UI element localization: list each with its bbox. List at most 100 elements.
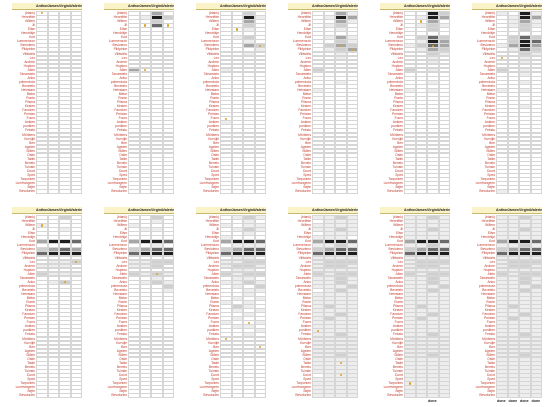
row-label: purdken xyxy=(23,124,35,129)
column-header-james[interactable]: James xyxy=(231,3,243,10)
column-header-anthony[interactable]: Anthony xyxy=(312,3,327,10)
column-header-virginia[interactable]: Virginia xyxy=(427,3,441,10)
grid-cell[interactable] xyxy=(404,189,416,194)
column-header-valerie[interactable]: Valerie xyxy=(530,3,543,10)
column-header-james[interactable]: James xyxy=(47,207,59,214)
column-header-james[interactable]: James xyxy=(415,3,427,10)
column-header-anthony[interactable]: Anthony xyxy=(36,3,51,10)
grid-cell[interactable] xyxy=(346,189,358,194)
grid-cell[interactable] xyxy=(36,393,48,398)
grid-cell[interactable] xyxy=(530,189,542,194)
grid-cell[interactable] xyxy=(496,393,508,398)
column-header-anthony[interactable]: Anthony xyxy=(496,207,511,214)
column-header-virginia[interactable]: Virginia xyxy=(59,3,73,10)
grid-cell[interactable] xyxy=(128,189,140,194)
column-header-valerie[interactable]: Valerie xyxy=(70,3,83,10)
column-header-virginia[interactable]: Virginia xyxy=(243,207,257,214)
grid-cell[interactable] xyxy=(519,393,531,398)
column-header-valerie[interactable]: Valerie xyxy=(438,3,451,10)
grid-cell[interactable] xyxy=(530,393,542,398)
header-corner xyxy=(104,3,128,10)
column-header-virginia[interactable]: Virginia xyxy=(59,207,73,214)
grid-cell[interactable] xyxy=(335,189,347,194)
column-header-anthony[interactable]: Anthony xyxy=(220,207,235,214)
column-header-valerie[interactable]: Valerie xyxy=(254,207,267,214)
column-header-valerie[interactable]: Valerie xyxy=(346,207,359,214)
grid-cell[interactable] xyxy=(427,393,439,398)
column-header-virginia[interactable]: Virginia xyxy=(335,3,349,10)
column-header-valerie[interactable]: Valerie xyxy=(438,207,451,214)
grid-cell[interactable] xyxy=(70,393,82,398)
column-header-anthony[interactable]: Anthony xyxy=(36,207,51,214)
grid-cell[interactable] xyxy=(59,189,71,194)
grid-cell[interactable] xyxy=(243,393,255,398)
column-header-james[interactable]: James xyxy=(231,207,243,214)
column-header-valerie[interactable]: Valerie xyxy=(346,3,359,10)
grid-cell[interactable] xyxy=(438,393,450,398)
header-corner xyxy=(472,3,496,10)
column-header-valerie[interactable]: Valerie xyxy=(254,3,267,10)
grid-cell[interactable] xyxy=(231,189,243,194)
grid-cell[interactable] xyxy=(59,393,71,398)
grid-cell[interactable] xyxy=(335,393,347,398)
column-header-james[interactable]: James xyxy=(323,207,335,214)
grid-cell[interactable] xyxy=(70,189,82,194)
column-header-james[interactable]: James xyxy=(323,3,335,10)
column-header-virginia[interactable]: Virginia xyxy=(519,207,533,214)
column-header-james[interactable]: James xyxy=(139,207,151,214)
column-header-virginia[interactable]: Virginia xyxy=(243,3,257,10)
grid-cell[interactable] xyxy=(151,189,163,194)
grid-cell[interactable] xyxy=(151,393,163,398)
grid-cell[interactable] xyxy=(162,189,174,194)
grid-cell[interactable] xyxy=(312,393,324,398)
grid-cell[interactable] xyxy=(415,189,427,194)
grid-cell[interactable] xyxy=(254,189,266,194)
grid-cell[interactable] xyxy=(128,393,140,398)
column-header-virginia[interactable]: Virginia xyxy=(335,207,349,214)
column-header-james[interactable]: James xyxy=(47,3,59,10)
grid-cell[interactable] xyxy=(139,189,151,194)
grid-cell[interactable] xyxy=(346,393,358,398)
grid-cell[interactable] xyxy=(323,393,335,398)
column-header-virginia[interactable]: Virginia xyxy=(427,207,441,214)
grid-cell[interactable] xyxy=(312,189,324,194)
grid-cell[interactable] xyxy=(254,393,266,398)
column-header-anthony[interactable]: Anthony xyxy=(404,207,419,214)
column-header-james[interactable]: James xyxy=(507,3,519,10)
column-header-virginia[interactable]: Virginia xyxy=(519,3,533,10)
column-header-anthony[interactable]: Anthony xyxy=(496,3,511,10)
grid-cell[interactable] xyxy=(220,189,232,194)
column-header-anthony[interactable]: Anthony xyxy=(404,3,419,10)
grid-cell[interactable] xyxy=(139,393,151,398)
column-header-anthony[interactable]: Anthony xyxy=(220,3,235,10)
grid-cell[interactable] xyxy=(36,189,48,194)
column-header-anthony[interactable]: Anthony xyxy=(312,207,327,214)
grid-cell[interactable] xyxy=(427,189,439,194)
grid-cell[interactable] xyxy=(47,393,59,398)
row-label: Tuinsle xyxy=(116,164,127,169)
column-header-virginia[interactable]: Virginia xyxy=(151,3,165,10)
grid-cell[interactable] xyxy=(507,393,519,398)
grid-cell[interactable] xyxy=(438,189,450,194)
grid-cell[interactable] xyxy=(231,393,243,398)
grid-cell[interactable] xyxy=(507,189,519,194)
column-header-anthony[interactable]: Anthony xyxy=(128,3,143,10)
grid-cell[interactable] xyxy=(496,189,508,194)
column-header-valerie[interactable]: Valerie xyxy=(162,3,175,10)
column-header-virginia[interactable]: Virginia xyxy=(151,207,165,214)
column-header-james[interactable]: James xyxy=(139,3,151,10)
column-header-valerie[interactable]: Valerie xyxy=(162,207,175,214)
column-header-valerie[interactable]: Valerie xyxy=(530,207,543,214)
grid-cell[interactable] xyxy=(415,393,427,398)
column-header-james[interactable]: James xyxy=(507,207,519,214)
grid-cell[interactable] xyxy=(323,189,335,194)
column-header-james[interactable]: James xyxy=(415,207,427,214)
grid-cell[interactable] xyxy=(243,189,255,194)
grid-cell[interactable] xyxy=(47,189,59,194)
grid-cell[interactable] xyxy=(519,189,531,194)
grid-cell[interactable] xyxy=(404,393,416,398)
column-header-anthony[interactable]: Anthony xyxy=(128,207,143,214)
grid-cell[interactable] xyxy=(162,393,174,398)
grid-cell[interactable] xyxy=(220,393,232,398)
column-header-valerie[interactable]: Valerie xyxy=(70,207,83,214)
